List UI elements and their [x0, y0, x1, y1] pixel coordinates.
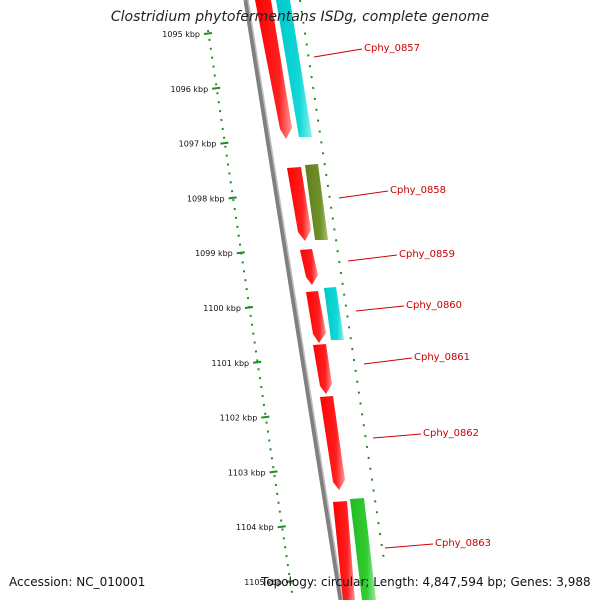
accession-label: Accession: NC_010001	[9, 575, 146, 589]
gene-label[interactable]: Cphy_0860	[406, 300, 462, 311]
backbone-highlight	[247, 0, 344, 601]
cds-feature	[313, 344, 332, 394]
scale-tick	[244, 306, 254, 309]
gene-label[interactable]: Cphy_0861	[414, 352, 470, 363]
genome-summary: Topology: circular; Length: 4,847,594 bp…	[261, 575, 591, 589]
gene-callout-line	[372, 433, 422, 439]
cds-feature	[287, 167, 311, 241]
scale-tick-label: 1102 kbp	[220, 414, 258, 423]
scale-tick	[261, 415, 270, 419]
scale-tick-label: 1098 kbp	[187, 194, 225, 203]
scale-tick	[253, 360, 262, 364]
gene-features	[276, 0, 376, 600]
gene-callout-line	[384, 543, 434, 549]
gene-callout-line	[355, 305, 405, 312]
map-title: Clostridium phytofermentans ISDg, comple…	[110, 9, 490, 25]
scale-tick	[220, 141, 229, 145]
backbone-line	[243, 0, 344, 601]
gene-label[interactable]: Cphy_0858	[390, 185, 446, 196]
scale-tick	[269, 470, 278, 474]
scale-tick-label: 1104 kbp	[236, 523, 274, 532]
scale-tick	[203, 32, 213, 35]
gene-label[interactable]: Cphy_0862	[423, 428, 479, 439]
gene-feature-cphy-0860	[324, 287, 344, 340]
scale-ticks: 1095 kbp 1096 kbp 1097 kbp 1098 kbp 1099 kbp…	[162, 30, 295, 587]
cds-feature	[306, 291, 326, 343]
cds-features-forward	[255, 0, 355, 600]
cds-feature	[333, 501, 355, 600]
scale-tick-label: 1100 kbp	[203, 304, 241, 313]
scale-tick	[277, 525, 286, 529]
cds-feature	[300, 249, 318, 285]
gene-callout-line	[363, 357, 413, 365]
scale-tick-label: 1105 kbp	[244, 578, 282, 587]
gene-labels: Cphy_0857 Cphy_0858 Cphy_0859 Cphy_0860 Cphy…	[313, 43, 491, 549]
gene-feature-cphy-0857	[276, 0, 312, 137]
scale-tick-label: 1101 kbp	[211, 359, 249, 368]
scale-tick	[212, 86, 221, 90]
scale-tick	[228, 196, 237, 200]
cds-feature	[255, 0, 292, 139]
gene-label[interactable]: Cphy_0859	[399, 249, 455, 260]
scale-tick-label: 1097 kbp	[179, 140, 217, 149]
scale-tick	[236, 251, 245, 255]
gene-feature-cphy-0858	[305, 164, 328, 240]
scale-tick	[285, 580, 295, 583]
cds-feature	[320, 396, 345, 490]
gene-label[interactable]: Cphy_0857	[364, 43, 420, 54]
gene-callout-line	[347, 254, 398, 262]
scale-tick-label: 1103 kbp	[228, 468, 266, 477]
scale-tick-label: 1099 kbp	[195, 249, 233, 258]
gene-callout-line	[338, 190, 389, 199]
gene-feature-cphy-0863	[350, 498, 376, 600]
gene-label[interactable]: Cphy_0863	[435, 538, 491, 549]
gene-callout-line	[313, 48, 363, 58]
scale-tick-label: 1095 kbp	[162, 30, 200, 39]
scale-tick-label: 1096 kbp	[170, 85, 208, 94]
